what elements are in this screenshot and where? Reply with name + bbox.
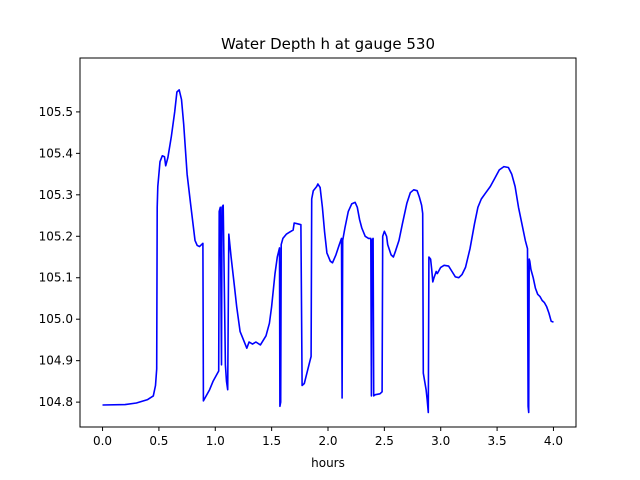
plot-frame <box>79 57 577 428</box>
x-tick-label: 2.0 <box>318 434 337 448</box>
series-layer <box>102 89 554 414</box>
x-tick-label: 3.0 <box>431 434 450 448</box>
y-tick-label: 104.9 <box>39 354 73 368</box>
x-tick-label: 0.5 <box>149 434 168 448</box>
y-tick-label: 105.3 <box>39 188 73 202</box>
x-tick-label: 2.5 <box>375 434 394 448</box>
y-tick-label: 104.8 <box>39 395 73 409</box>
x-tick-label: 3.5 <box>488 434 507 448</box>
x-tick-label: 4.0 <box>544 434 563 448</box>
y-tick-label: 105.0 <box>39 312 73 326</box>
series-line <box>102 89 554 414</box>
y-axis: 104.8 104.9 105.0 105.1 105.2 105.3 105.4 105.5 <box>39 105 80 409</box>
x-tick-label: 1.5 <box>262 434 281 448</box>
y-tick-label: 105.2 <box>39 229 73 243</box>
chart-title: Water Depth h at gauge 530 <box>221 35 435 53</box>
y-tick-label: 105.5 <box>39 105 73 119</box>
x-tick-label: 1.0 <box>206 434 225 448</box>
y-tick-label: 105.4 <box>39 146 73 160</box>
y-tick-label: 105.1 <box>39 271 73 285</box>
x-tick-label: 0.0 <box>93 434 112 448</box>
plot-area <box>80 58 576 427</box>
x-axis: 0.0 0.5 1.0 1.5 2.0 2.5 3.0 3.5 4.0 <box>93 427 563 448</box>
x-axis-label: hours <box>311 456 345 470</box>
